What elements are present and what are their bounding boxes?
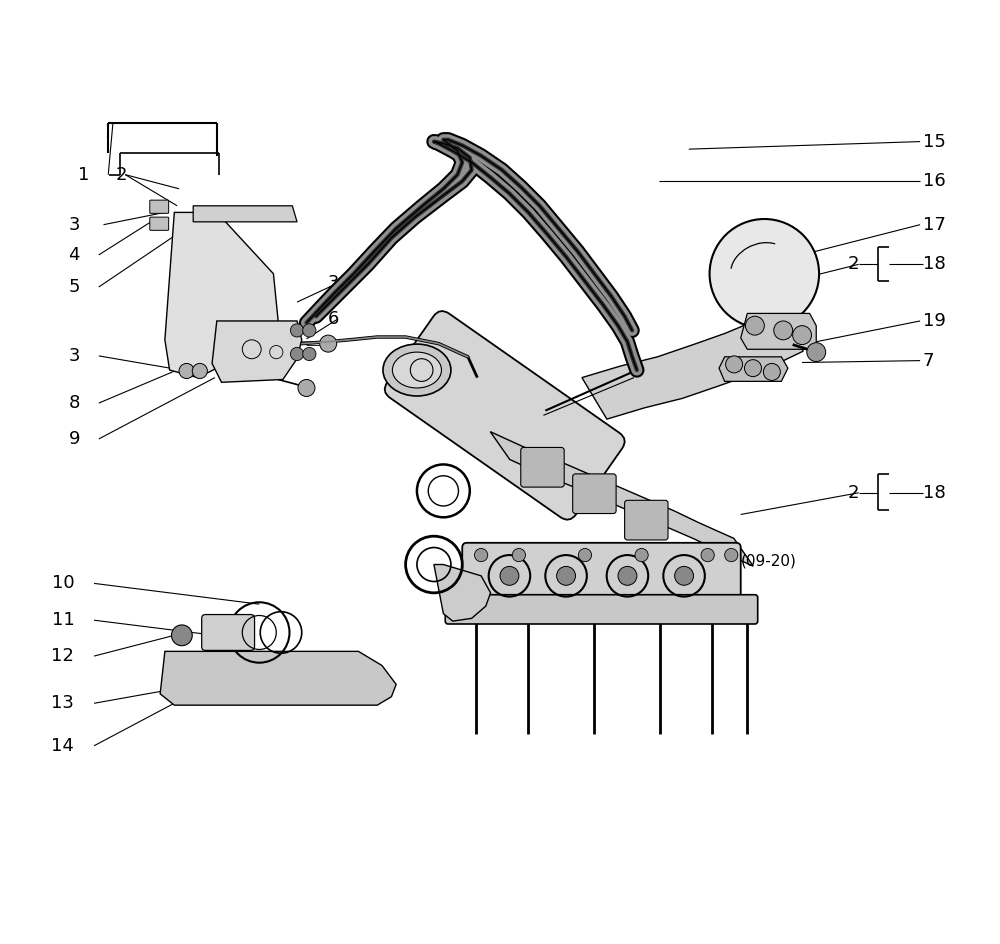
Text: 19: 19 [923, 312, 946, 330]
Circle shape [512, 548, 525, 562]
FancyBboxPatch shape [202, 615, 255, 650]
Circle shape [557, 566, 576, 585]
Circle shape [192, 363, 207, 379]
Text: 1: 1 [78, 165, 89, 184]
Circle shape [744, 360, 761, 377]
Circle shape [807, 343, 826, 362]
Text: (09-20): (09-20) [741, 553, 797, 568]
Circle shape [793, 326, 812, 345]
FancyBboxPatch shape [462, 543, 741, 609]
Polygon shape [490, 431, 753, 566]
Polygon shape [165, 212, 278, 378]
Text: 18: 18 [923, 483, 946, 502]
Text: 3: 3 [68, 346, 80, 365]
Polygon shape [719, 357, 788, 381]
Circle shape [774, 321, 793, 340]
Circle shape [303, 324, 316, 337]
Text: 11: 11 [52, 611, 74, 630]
Text: 3: 3 [68, 215, 80, 234]
Polygon shape [582, 310, 803, 419]
Text: 14: 14 [51, 736, 74, 755]
Circle shape [710, 219, 819, 329]
Polygon shape [741, 313, 816, 349]
FancyBboxPatch shape [625, 500, 668, 540]
Text: 3: 3 [328, 274, 340, 293]
Text: 10: 10 [52, 574, 74, 593]
Circle shape [618, 566, 637, 585]
Circle shape [763, 363, 780, 380]
Text: 2: 2 [116, 165, 127, 184]
Text: 17: 17 [923, 215, 946, 234]
Polygon shape [212, 321, 302, 382]
Circle shape [290, 324, 304, 337]
Circle shape [171, 625, 192, 646]
Circle shape [475, 548, 488, 562]
Ellipse shape [383, 344, 451, 396]
Circle shape [745, 316, 764, 335]
Polygon shape [434, 565, 491, 621]
Ellipse shape [392, 352, 441, 388]
Text: 13: 13 [51, 694, 74, 713]
Circle shape [635, 548, 648, 562]
FancyBboxPatch shape [573, 474, 616, 514]
Text: 7: 7 [923, 351, 934, 370]
FancyBboxPatch shape [150, 217, 169, 230]
Circle shape [725, 548, 738, 562]
Text: 9: 9 [68, 430, 80, 448]
Polygon shape [193, 206, 297, 222]
Text: 2: 2 [847, 483, 859, 502]
Text: 12: 12 [51, 647, 74, 666]
Circle shape [298, 379, 315, 396]
Circle shape [578, 548, 592, 562]
Text: 18: 18 [923, 255, 946, 274]
FancyBboxPatch shape [445, 595, 758, 624]
Circle shape [675, 566, 694, 585]
Text: 15: 15 [923, 132, 946, 151]
Circle shape [701, 548, 714, 562]
FancyBboxPatch shape [150, 200, 169, 213]
Text: 5: 5 [68, 278, 80, 296]
Circle shape [320, 335, 337, 352]
Circle shape [726, 356, 743, 373]
Circle shape [290, 347, 304, 361]
Text: 8: 8 [69, 394, 80, 413]
Circle shape [179, 363, 194, 379]
FancyBboxPatch shape [521, 447, 564, 487]
Circle shape [500, 566, 519, 585]
Text: 4: 4 [68, 245, 80, 264]
FancyBboxPatch shape [385, 311, 625, 520]
Text: 16: 16 [923, 172, 946, 191]
Text: 2: 2 [847, 255, 859, 274]
Circle shape [303, 347, 316, 361]
Polygon shape [160, 651, 396, 705]
Text: 6: 6 [328, 310, 340, 329]
